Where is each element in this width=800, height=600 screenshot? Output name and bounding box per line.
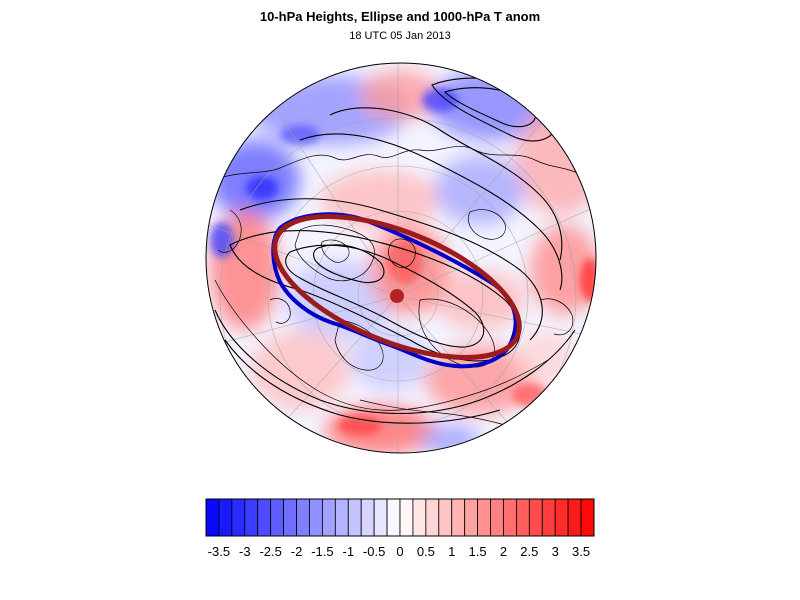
colorbar-box — [347, 498, 362, 537]
vortex-edge-contour — [271, 212, 518, 369]
colorbar-box — [231, 498, 246, 537]
colorbar-box — [567, 498, 582, 537]
colorbar-tick-label: 2.5 — [520, 544, 538, 559]
colorbar-box — [490, 498, 504, 537]
colorbar-tick-label: 2 — [500, 544, 507, 559]
colorbar-box — [257, 498, 272, 537]
colorbar-box — [270, 498, 285, 537]
temperature-anomaly-field — [206, 63, 596, 453]
colorbar-tick-label: 3 — [552, 544, 559, 559]
colorbar-box — [205, 498, 220, 537]
colorbar-tick-label: -3 — [239, 544, 251, 559]
colorbar-frame — [205, 498, 595, 537]
colorbar-box — [451, 498, 466, 537]
colorbar-box — [244, 498, 259, 537]
colorbar-box — [516, 498, 530, 537]
colorbar-box — [477, 498, 491, 537]
colorbar-tick-label: 0.5 — [417, 544, 435, 559]
colorbar-box — [580, 498, 595, 537]
colorbar-tick-label: -1 — [342, 544, 354, 559]
colorbar-box — [528, 498, 543, 537]
colorbar-box — [503, 498, 517, 537]
chart-subtitle: 18 UTC 05 Jan 2013 — [349, 30, 451, 42]
colorbar-tick-labels: -3.5 -3 -2.5 -2 -1.5 -1 -0.5 0 0.5 1 1.5 2 2.5 3 3.5 — [208, 544, 590, 559]
colorbar-tick-label: 0 — [396, 544, 403, 559]
colorbar-tick-label: -2.5 — [259, 544, 281, 559]
chart-title: 10-hPa Heights, Ellipse and 1000-hPa T a… — [259, 9, 541, 24]
polar-map — [205, 62, 597, 454]
colorbar-box — [296, 498, 310, 537]
colorbar-box — [438, 498, 453, 537]
colorbar-box — [412, 498, 427, 537]
colorbar-box — [464, 498, 479, 537]
colorbar-box — [309, 498, 323, 537]
colorbar-box — [283, 498, 297, 537]
coastlines — [213, 145, 589, 429]
colorbar-tick-label: 3.5 — [572, 544, 590, 559]
colorbar-box — [554, 498, 569, 537]
colorbar-box — [218, 498, 233, 537]
ellipse-centroid — [390, 289, 404, 303]
colorbar-box — [399, 498, 414, 537]
colorbar-tick-label: -0.5 — [363, 544, 385, 559]
colorbar-tick-label: 1.5 — [469, 544, 487, 559]
colorbar-tick-label: -3.5 — [208, 544, 230, 559]
colorbar-box — [425, 498, 440, 537]
colorbar-box — [373, 498, 388, 537]
colorbar-box — [334, 498, 349, 537]
colorbar-box — [321, 498, 336, 537]
colorbar-tick-label: 1 — [448, 544, 455, 559]
colorbar-box — [386, 498, 401, 537]
colorbar-tick-label: -1.5 — [311, 544, 333, 559]
globe-outline — [205, 62, 597, 454]
colorbar-tick-label: -2 — [291, 544, 303, 559]
colorbar-box — [360, 498, 375, 537]
fitted-ellipse — [272, 213, 522, 361]
colorbar-boxes — [205, 498, 595, 537]
colorbar-box — [541, 498, 556, 537]
